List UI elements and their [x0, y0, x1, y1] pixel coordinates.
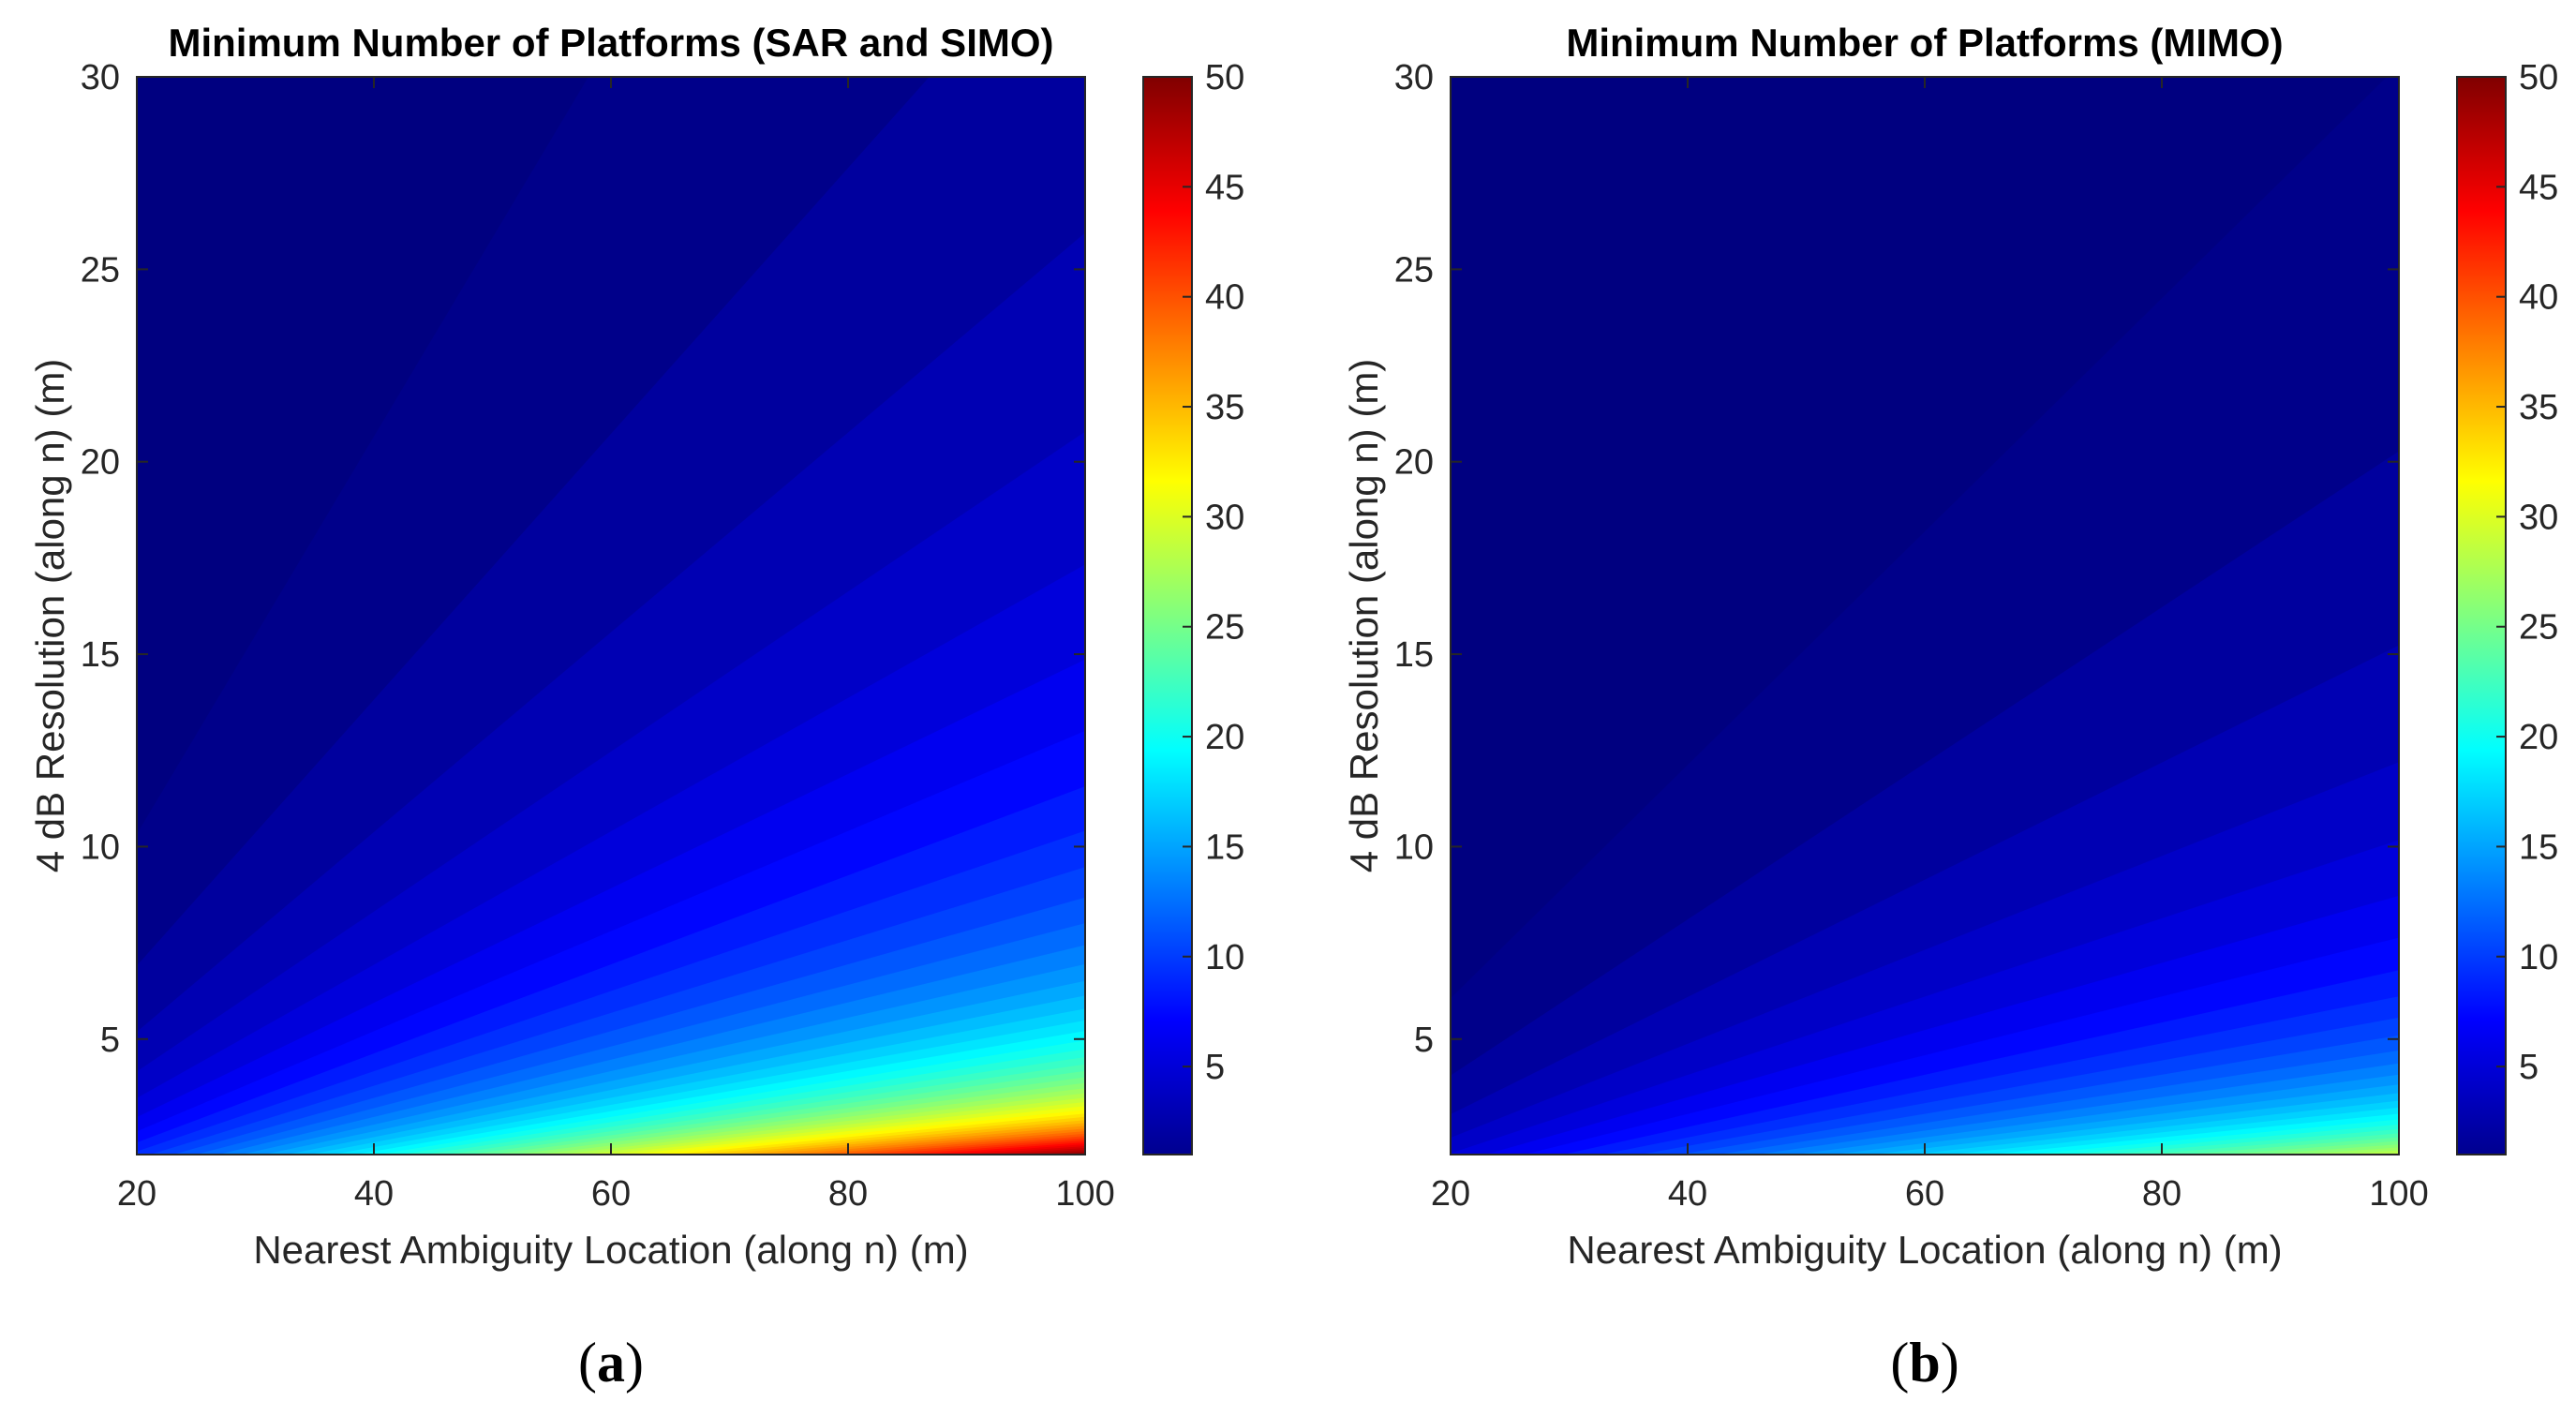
y-tick-label: 30	[81, 58, 120, 97]
x-tick-label: 100	[2369, 1174, 2428, 1214]
colorbar-tick-label: 25	[1205, 608, 1244, 648]
y-tick-label: 10	[81, 827, 120, 867]
colorbar-tick-label: 30	[2519, 498, 2558, 537]
colorbar-axis: 5 10 15 20 25 30 35 40 45 50	[2496, 58, 2558, 1087]
y-tick-label: 25	[81, 250, 120, 290]
colorbar-tick-label: 40	[2519, 278, 2558, 318]
colorbar-tick-label: 15	[1205, 827, 1244, 867]
colorbar-tick-label: 20	[1205, 718, 1244, 757]
contour-fill	[1451, 77, 2399, 1155]
x-axis: 20 40 60 80 100	[117, 77, 1115, 1214]
x-tick-label: 60	[1905, 1174, 1944, 1214]
x-tick-label: 60	[591, 1174, 631, 1214]
colorbar-tick-label: 35	[2519, 388, 2558, 427]
colorbar-tick-label: 5	[2519, 1048, 2539, 1087]
y-axis-label: 4 dB Resolution (along n) (m)	[1342, 359, 1386, 873]
caption-close: )	[1941, 1332, 1959, 1394]
caption-open: (	[1890, 1332, 1909, 1394]
colorbar-tick-label: 45	[2519, 168, 2558, 207]
colorbar-axis: 5 10 15 20 25 30 35 40 45 50	[1183, 58, 1244, 1087]
x-tick-label: 100	[1055, 1174, 1114, 1214]
colorbar-tick-label: 30	[1205, 498, 1244, 537]
panel-caption: (a)	[578, 1332, 644, 1394]
colorbar-tick-label: 5	[1205, 1048, 1225, 1087]
colorbar-tick-label: 45	[1205, 168, 1244, 207]
y-axis: 5 10 15 20 25 30	[81, 58, 1085, 1060]
x-tick-label: 20	[1431, 1174, 1470, 1214]
colorbar-tick-label: 40	[1205, 278, 1244, 318]
contour-band	[2337, 1150, 2399, 1155]
colorbar-tick-label: 15	[2519, 827, 2558, 867]
colorbar	[1142, 76, 1193, 1155]
x-axis: 20 40 60 80 100	[1431, 77, 2429, 1214]
panel-caption: (b)	[1890, 1332, 1958, 1394]
y-axis: 5 10 15 20 25 30	[1394, 58, 2399, 1060]
y-tick-label: 20	[1394, 443, 1434, 483]
y-tick-label: 10	[1394, 827, 1434, 867]
caption-open: (	[578, 1332, 597, 1394]
caption-letter: b	[1909, 1332, 1940, 1394]
colorbar	[2456, 76, 2507, 1155]
y-tick-label: 25	[1394, 250, 1434, 290]
y-tick-label: 5	[1414, 1021, 1434, 1060]
x-axis-label: Nearest Ambiguity Location (along n) (m)	[253, 1228, 968, 1272]
heatmap-area	[1451, 77, 2399, 1155]
colorbar-tick-label: 10	[2519, 938, 2558, 977]
plot-title: Minimum Number of Platforms (SAR and SIM…	[168, 21, 1053, 65]
caption-letter: a	[597, 1332, 625, 1394]
colorbar-tick-label: 35	[1205, 388, 1244, 427]
y-tick-label: 20	[81, 443, 120, 483]
x-tick-label: 80	[828, 1174, 868, 1214]
x-tick-label: 20	[117, 1174, 156, 1214]
y-axis-label: 4 dB Resolution (along n) (m)	[28, 359, 72, 873]
y-tick-label: 5	[100, 1021, 120, 1060]
colorbar-tick-label: 20	[2519, 718, 2558, 757]
caption-close: )	[625, 1332, 644, 1394]
y-tick-label: 15	[1394, 635, 1434, 675]
heatmap-area	[137, 77, 1085, 1155]
panel-a: Minimum Number of Platforms (SAR and SIM…	[28, 21, 1244, 1394]
contour-fill	[137, 77, 1085, 1155]
colorbar-tick-label: 25	[2519, 608, 2558, 648]
x-tick-label: 80	[2142, 1174, 2181, 1214]
colorbar-tick-label: 50	[2519, 58, 2558, 97]
y-tick-label: 30	[1394, 58, 1434, 97]
plot-title: Minimum Number of Platforms (MIMO)	[1566, 21, 2283, 65]
y-tick-label: 15	[81, 635, 120, 675]
x-tick-label: 40	[1668, 1174, 1707, 1214]
x-axis-label: Nearest Ambiguity Location (along n) (m)	[1567, 1228, 2282, 1272]
colorbar-tick-label: 50	[1205, 58, 1244, 97]
x-tick-label: 40	[354, 1174, 394, 1214]
colorbar-tick-label: 10	[1205, 938, 1244, 977]
panel-b: Minimum Number of Platforms (MIMO) 20 40 6…	[1342, 21, 2558, 1394]
